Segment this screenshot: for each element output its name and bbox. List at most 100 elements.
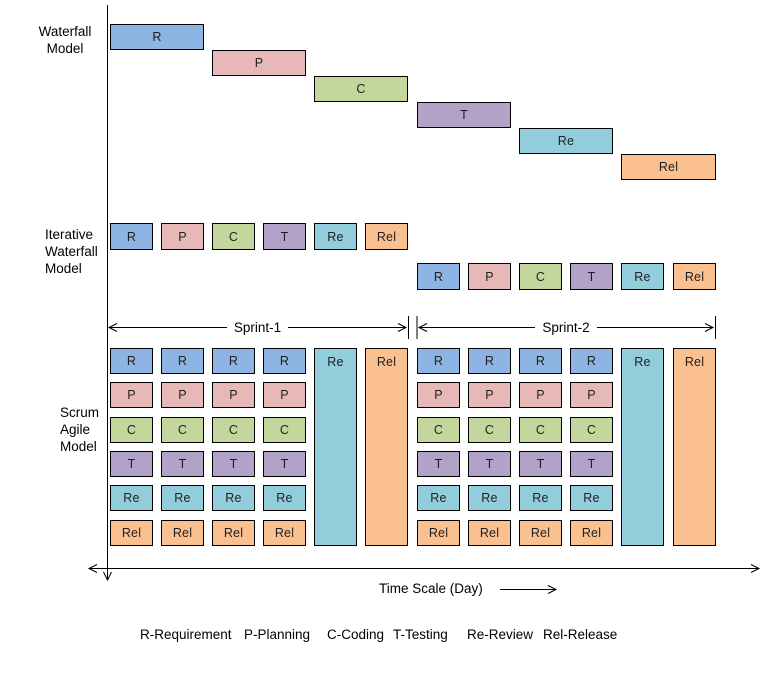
legend-item-testing: T-Testing	[393, 627, 448, 642]
phase-block-P: P	[263, 382, 306, 408]
phase-block-T: T	[263, 451, 306, 477]
phase-block-Rel: Rel	[570, 520, 613, 546]
sprint-2-label-wrap: Sprint-2	[419, 319, 713, 337]
time-axis-label: Time Scale (Day)	[379, 581, 483, 596]
legend-item-release: Rel-Release	[543, 627, 618, 642]
sprint-2-right-arrowhead	[704, 323, 715, 332]
iterative-waterfall-model-label: Iterative Waterfall Model	[45, 226, 98, 277]
sprint-2-left-arrowhead	[417, 323, 428, 332]
phase-block-Rel: Rel	[621, 154, 716, 180]
label-line: Waterfall	[45, 244, 98, 259]
phase-block-P: P	[468, 263, 511, 290]
phase-block-R: R	[161, 348, 204, 374]
label-line: Model	[45, 261, 82, 276]
phase-block-C: C	[468, 417, 511, 443]
phase-block-T: T	[212, 451, 255, 477]
phase-block-Rel: Rel	[263, 520, 306, 546]
scrum-agile-model-label: Scrum Agile Model	[60, 404, 99, 455]
phase-block-Re: Re	[621, 263, 664, 290]
phase-block-T: T	[161, 451, 204, 477]
phase-block-C: C	[314, 76, 408, 102]
phase-block-T: T	[519, 451, 562, 477]
waterfall-model-label: Waterfall Model	[25, 23, 105, 57]
phase-block-Rel: Rel	[161, 520, 204, 546]
phase-block-C: C	[417, 417, 460, 443]
phase-block-P: P	[570, 382, 613, 408]
phase-block-Re: Re	[110, 485, 153, 511]
phase-block-C: C	[570, 417, 613, 443]
phase-block-Re: Re	[417, 485, 460, 511]
phase-block-Re: Re	[314, 223, 357, 250]
phase-block-C: C	[519, 417, 562, 443]
phase-block-Rel: Rel	[468, 520, 511, 546]
phase-block-R: R	[519, 348, 562, 374]
horizontal-axis-left-arrowhead	[87, 564, 98, 573]
phase-block-Rel: Rel	[212, 520, 255, 546]
phase-block-Rel: Rel	[365, 223, 408, 250]
phase-block-Re: Re	[519, 485, 562, 511]
sprint-1-label: Sprint-1	[226, 320, 289, 335]
sprint-1-left-arrowhead	[107, 323, 118, 332]
label-line: Agile	[60, 422, 91, 437]
legend: R-Requirement P-Planning C-Coding T-Test…	[0, 627, 763, 647]
sprint-1-label-wrap: Sprint-1	[109, 319, 406, 337]
phase-block-R: R	[417, 348, 460, 374]
phase-block-Re: Re	[161, 485, 204, 511]
legend-item-planning: P-Planning	[244, 627, 311, 642]
phase-block-C: C	[110, 417, 153, 443]
phase-block-C: C	[519, 263, 562, 290]
phase-block-C: C	[212, 223, 255, 250]
sprint-1-right-arrowhead	[397, 323, 408, 332]
phase-block-Re: Re	[263, 485, 306, 511]
phase-block-R: R	[417, 263, 460, 290]
phase-block-R: R	[110, 24, 204, 50]
phase-block-Re: Re	[468, 485, 511, 511]
legend-item-review: Re-Review	[467, 627, 534, 642]
phase-block-Rel: Rel	[110, 520, 153, 546]
phase-block-R: R	[263, 348, 306, 374]
vertical-axis-down-arrowhead	[103, 571, 112, 582]
phase-block-P: P	[212, 382, 255, 408]
phase-block-R: R	[570, 348, 613, 374]
time-direction-arrowhead	[547, 585, 558, 594]
phase-block-R: R	[468, 348, 511, 374]
phase-block-Rel: Rel	[365, 348, 408, 546]
phase-block-R: R	[110, 223, 153, 250]
phase-block-Re: Re	[519, 128, 613, 154]
phase-block-Rel: Rel	[417, 520, 460, 546]
phase-block-Re: Re	[621, 348, 664, 546]
phase-block-Rel: Rel	[673, 263, 716, 290]
phase-block-T: T	[263, 223, 306, 250]
phase-block-Re: Re	[212, 485, 255, 511]
phase-block-T: T	[417, 102, 511, 128]
phase-block-R: R	[212, 348, 255, 374]
phase-block-P: P	[417, 382, 460, 408]
phase-block-T: T	[468, 451, 511, 477]
phase-block-T: T	[110, 451, 153, 477]
phase-block-C: C	[212, 417, 255, 443]
horizontal-axis-right-arrowhead	[750, 564, 761, 573]
label-line: Model	[60, 439, 97, 454]
legend-item-coding: C-Coding	[327, 627, 385, 642]
phase-block-T: T	[570, 451, 613, 477]
phase-block-P: P	[212, 50, 306, 76]
phase-block-P: P	[468, 382, 511, 408]
phase-block-Re: Re	[314, 348, 357, 546]
sprint-2-label: Sprint-2	[535, 320, 597, 335]
label-line: Iterative	[45, 227, 94, 242]
phase-block-P: P	[519, 382, 562, 408]
phase-block-R: R	[110, 348, 153, 374]
phase-block-T: T	[570, 263, 613, 290]
phase-block-T: T	[417, 451, 460, 477]
label-line: Scrum	[60, 405, 100, 420]
phase-block-P: P	[110, 382, 153, 408]
phase-block-P: P	[161, 382, 204, 408]
phase-block-C: C	[161, 417, 204, 443]
phase-block-P: P	[161, 223, 204, 250]
legend-item-requirement: R-Requirement	[140, 627, 232, 642]
phase-block-Rel: Rel	[519, 520, 562, 546]
phase-block-Rel: Rel	[673, 348, 716, 546]
phase-block-C: C	[263, 417, 306, 443]
